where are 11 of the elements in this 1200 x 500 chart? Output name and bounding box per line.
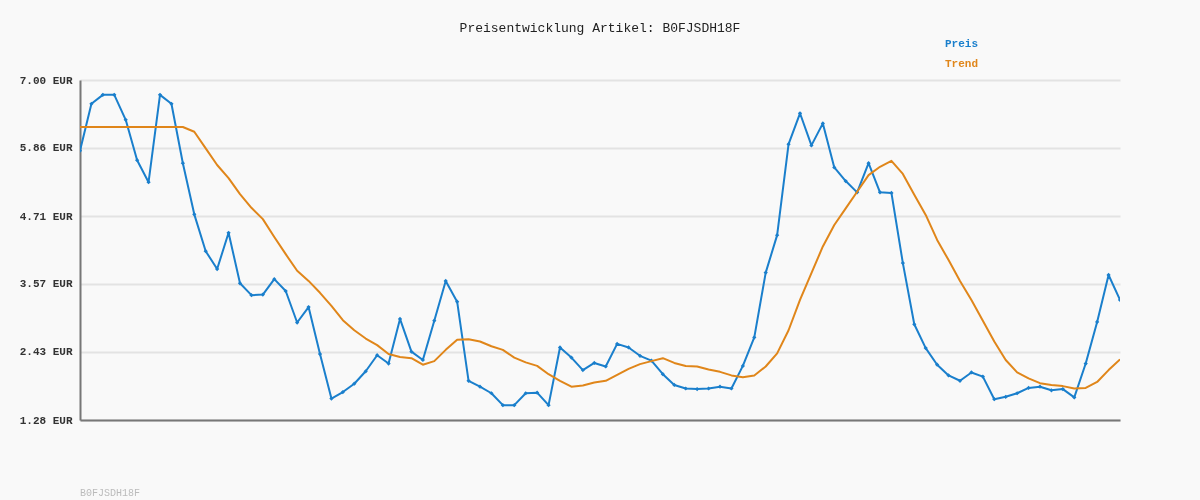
y-tick-label: 4.71 EUR [19,210,73,223]
line-series [80,125,1120,390]
text: Trend [945,57,979,70]
chart-title: Preisentwicklung Artikel: B0FJSDH18F [459,21,741,36]
y-tick-label: 2.43 EUR [19,346,73,359]
text: B0FJSDH18F [80,488,141,499]
y-tick-label: 7.00 EUR [19,74,73,87]
text: Preis [945,37,979,50]
y-tick-label: 5.86 EUR [19,142,73,155]
y-tick-label: 1.28 EUR [19,414,73,427]
y-tick-label: 3.57 EUR [19,278,73,291]
